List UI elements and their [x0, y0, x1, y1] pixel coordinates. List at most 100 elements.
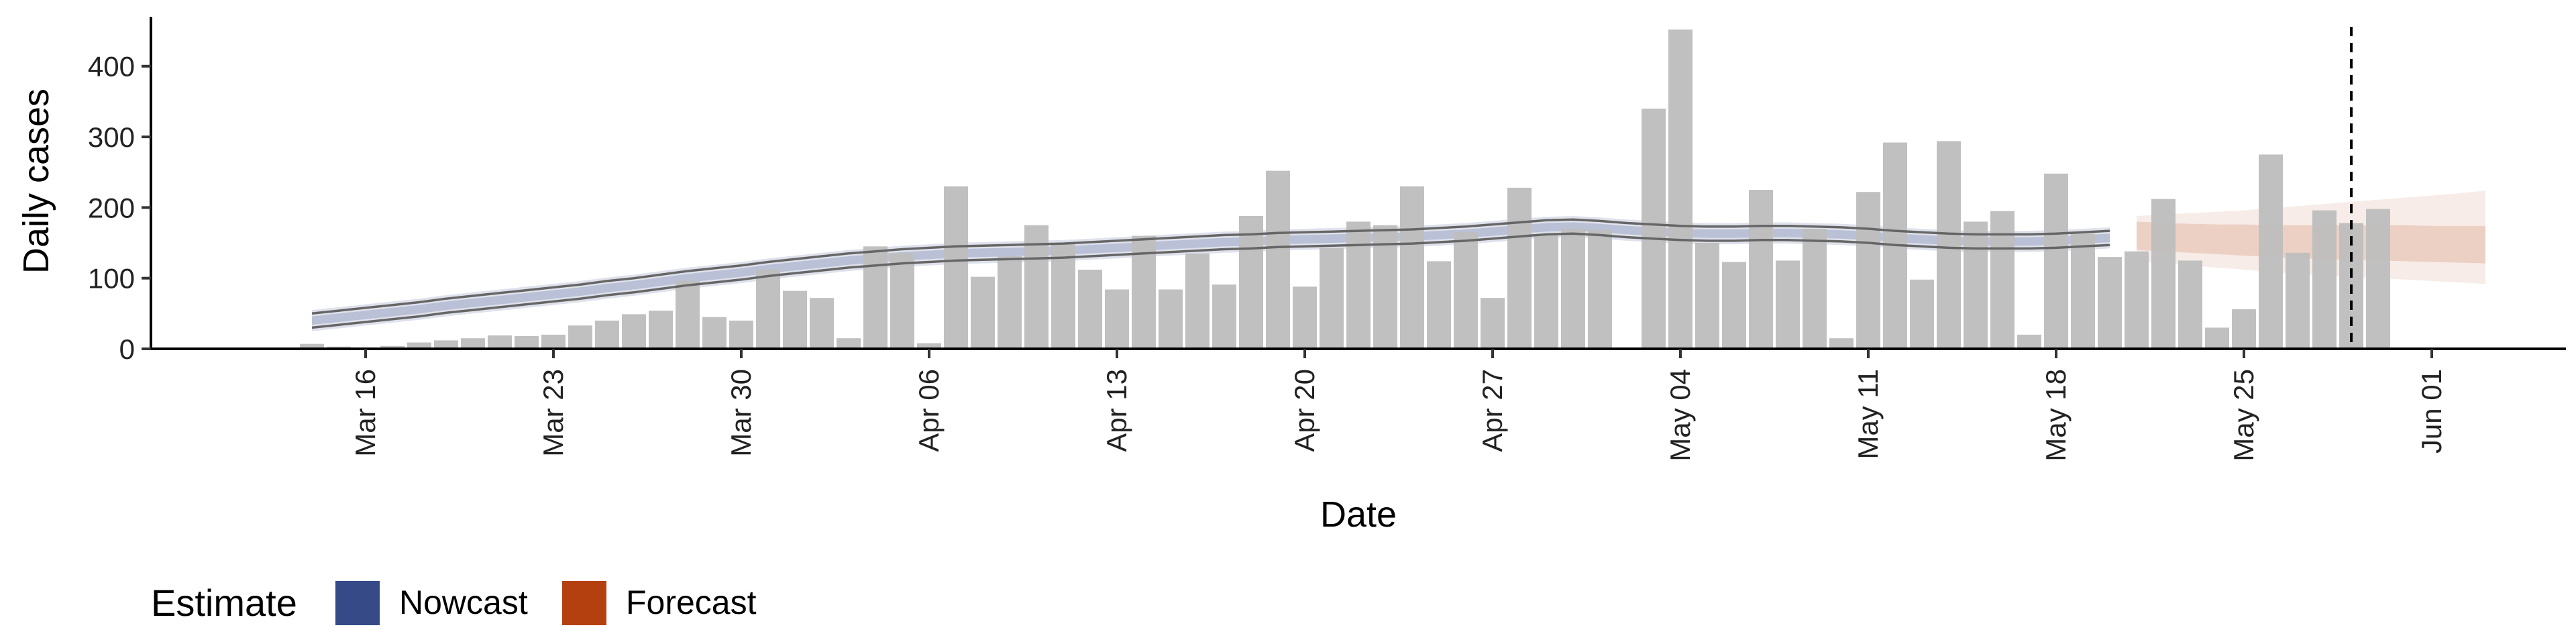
- bar: [1212, 284, 1236, 349]
- bar: [622, 314, 646, 349]
- x-axis-title: Date: [1320, 494, 1397, 535]
- bar: [1668, 30, 1693, 349]
- bar: [649, 311, 673, 349]
- bar: [1749, 190, 1773, 349]
- bar: [1185, 253, 1210, 349]
- bar: [407, 342, 431, 349]
- y-tick-label: 300: [88, 121, 135, 153]
- legend: Estimate Nowcast Forecast: [151, 581, 757, 625]
- legend-label-nowcast: Nowcast: [399, 584, 528, 621]
- bar: [1266, 170, 1290, 349]
- bar: [2259, 154, 2283, 349]
- bar: [676, 280, 700, 349]
- bar: [1400, 186, 1424, 349]
- bar: [2044, 173, 2068, 349]
- y-axis-title: Daily cases: [16, 89, 56, 274]
- bar: [2232, 309, 2256, 349]
- bar: [837, 338, 861, 349]
- bar: [2125, 251, 2149, 349]
- x-tick-label: Mar 30: [725, 369, 757, 457]
- forecast-ribbon-outer: [2137, 191, 2485, 284]
- bar: [1803, 229, 1827, 349]
- bar: [568, 325, 592, 349]
- bar: [1990, 211, 2015, 349]
- bar: [2366, 209, 2390, 349]
- bar: [998, 256, 1022, 349]
- bar: [783, 290, 807, 349]
- x-tick-label: Mar 16: [350, 369, 381, 457]
- bar: [1937, 141, 1961, 349]
- bar: [515, 336, 539, 349]
- bar: [1856, 192, 1880, 349]
- bar: [1105, 289, 1129, 349]
- axes: 0 100 200 300 400 Mar 16 Mar 23 Mar 30 Apr 06 Apr…: [88, 17, 2566, 462]
- bar: [1293, 286, 1317, 349]
- x-tick-label: Apr 20: [1289, 369, 1320, 452]
- forecast-ribbon-inner: [2137, 221, 2485, 264]
- bar: [1427, 261, 1451, 349]
- bar: [488, 335, 512, 349]
- bar: [890, 253, 914, 349]
- bar: [1078, 270, 1102, 349]
- nowcast-ribbon-inner: [312, 222, 2110, 325]
- bar: [1534, 234, 1558, 349]
- bar: [729, 320, 753, 349]
- bar: [1507, 187, 1532, 349]
- y-tick-label: 200: [88, 192, 135, 223]
- x-tick-label: Apr 27: [1477, 369, 1508, 452]
- bar: [810, 298, 834, 349]
- legend-key-nowcast: [335, 581, 380, 625]
- bar: [1561, 229, 1585, 349]
- bar: [2017, 334, 2041, 349]
- bar: [1910, 279, 1934, 349]
- bar: [1024, 225, 1049, 349]
- nowcast-bound-lines: [311, 218, 2110, 329]
- bar: [756, 270, 780, 349]
- bar: [1642, 108, 1666, 349]
- bar: [1373, 225, 1397, 349]
- bar: [2151, 199, 2176, 349]
- nowcast-upper-line: [311, 218, 2110, 315]
- bar: [2098, 257, 2122, 349]
- bar: [2178, 260, 2202, 349]
- bar: [2286, 252, 2310, 349]
- bar: [944, 186, 968, 349]
- y-tick-label: 0: [119, 333, 135, 365]
- bar: [461, 338, 485, 349]
- x-tick-label: May 11: [1852, 369, 1884, 460]
- bar: [434, 340, 458, 349]
- x-tick-label: May 25: [2228, 369, 2259, 462]
- bar: [1829, 338, 1854, 349]
- bar: [1964, 221, 1988, 349]
- y-tick-label: 400: [88, 51, 135, 83]
- x-tick-label: May 04: [1664, 369, 1696, 462]
- bars-layer: [300, 30, 2390, 349]
- bar: [380, 345, 405, 349]
- bar: [300, 343, 324, 349]
- bar: [1776, 260, 1800, 349]
- bar: [702, 317, 727, 349]
- bar: [595, 320, 619, 349]
- bar: [2071, 233, 2095, 349]
- bar: [863, 246, 888, 349]
- legend-label-forecast: Forecast: [626, 584, 757, 621]
- bar: [1695, 243, 1719, 349]
- x-tick-label: Jun 01: [2416, 369, 2447, 453]
- legend-key-forecast: [562, 581, 606, 625]
- bar: [541, 334, 566, 349]
- y-tick-label: 100: [88, 263, 135, 294]
- bar: [1239, 216, 1263, 349]
- bar: [1588, 230, 1612, 349]
- bar: [971, 276, 995, 349]
- legend-title: Estimate: [151, 582, 297, 624]
- x-tick-label: Apr 13: [1101, 369, 1132, 452]
- bar: [1159, 289, 1183, 349]
- bar: [1320, 248, 1344, 349]
- x-tick-label: Mar 23: [537, 369, 569, 457]
- bar: [1481, 298, 1505, 349]
- x-tick-label: May 18: [2040, 369, 2072, 462]
- x-tick-label: Apr 06: [913, 369, 945, 452]
- bar: [2205, 327, 2229, 349]
- bar: [1346, 221, 1371, 349]
